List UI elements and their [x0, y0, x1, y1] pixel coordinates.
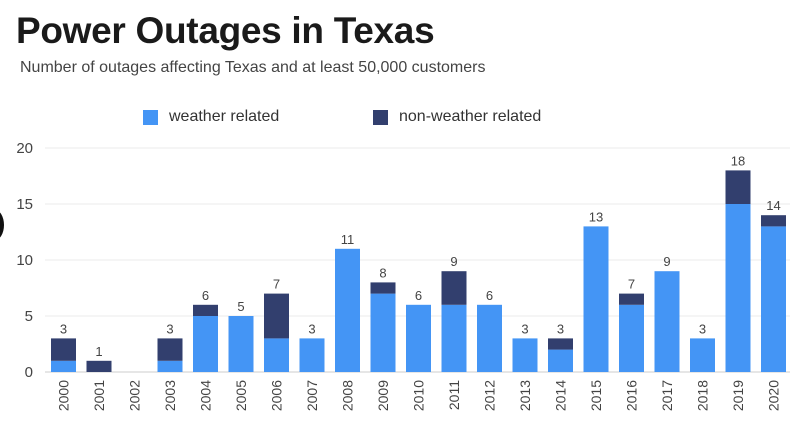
- legend-swatch-weather: [143, 109, 158, 125]
- x-tick-label: 2009: [375, 380, 391, 411]
- data-label: 3: [308, 321, 315, 336]
- x-tick-label: 2017: [659, 380, 675, 411]
- data-label: 8: [379, 265, 386, 280]
- bar-weather: [690, 338, 715, 372]
- data-label: 1: [95, 344, 102, 359]
- x-tick-label: 2008: [340, 380, 356, 411]
- bar-non-weather: [370, 282, 396, 294]
- bar-weather: [548, 349, 573, 372]
- bar-non-weather: [761, 215, 786, 227]
- data-label: 5: [237, 299, 244, 314]
- x-tick-label: 2005: [233, 380, 249, 411]
- y-tick-label: 10: [16, 252, 33, 269]
- data-label: 9: [663, 254, 670, 269]
- data-label: 7: [273, 277, 280, 292]
- bar-non-weather: [86, 360, 112, 372]
- data-label: 3: [60, 321, 67, 336]
- x-tick-label: 2015: [588, 380, 604, 411]
- x-tick-label: 2003: [162, 380, 178, 411]
- data-label: 13: [589, 209, 603, 224]
- bar-weather: [583, 226, 609, 372]
- x-tick-label: 2012: [482, 380, 498, 411]
- x-tick-label: 2002: [127, 380, 143, 411]
- data-label: 14: [766, 198, 780, 213]
- bar-non-weather: [548, 338, 573, 350]
- bar-weather: [157, 360, 183, 372]
- bar-non-weather: [441, 271, 467, 305]
- bar-weather: [512, 338, 538, 372]
- data-label: 6: [415, 288, 422, 303]
- legend-weather: weather related: [143, 108, 279, 126]
- x-tick-label: 2006: [269, 380, 285, 411]
- bar-non-weather: [51, 338, 76, 361]
- bar-weather: [477, 304, 502, 372]
- bar-weather: [228, 316, 254, 372]
- data-label: 6: [202, 288, 209, 303]
- x-tick-label: 2001: [91, 380, 107, 411]
- chart-title: Power Outages in Texas: [16, 10, 435, 51]
- x-tick-label: 2016: [624, 380, 640, 411]
- bar-weather: [441, 304, 467, 372]
- x-tick-label: 2013: [517, 380, 533, 411]
- data-label: 6: [486, 288, 493, 303]
- data-label: 3: [699, 321, 706, 336]
- x-tick-label: 2014: [553, 380, 569, 411]
- y-tick-label: 5: [25, 308, 33, 325]
- bar-weather: [761, 226, 786, 372]
- bar-weather: [725, 204, 751, 372]
- legend-label-weather: weather related: [169, 108, 280, 125]
- bar-non-weather: [157, 338, 183, 361]
- x-tick-label: 2004: [198, 380, 214, 411]
- x-tick-label: 2011: [446, 380, 462, 410]
- chart-subtitle: Number of outages affecting Texas and at…: [20, 59, 486, 76]
- x-tick-label: 2020: [766, 380, 782, 411]
- bar-weather: [193, 316, 218, 372]
- x-tick-label: 2007: [304, 380, 320, 411]
- bar-weather: [335, 248, 360, 372]
- bar-weather: [299, 338, 325, 372]
- bar-weather: [264, 338, 289, 372]
- bar-non-weather: [619, 293, 644, 305]
- data-label: 7: [628, 277, 635, 292]
- y-tick-label: 20: [16, 140, 33, 157]
- bar-weather: [654, 271, 680, 372]
- legend-label-non-weather: non-weather related: [399, 108, 542, 125]
- bar-non-weather: [725, 170, 751, 204]
- data-label: 3: [166, 321, 173, 336]
- bar-weather: [51, 360, 76, 372]
- legend-non-weather: non-weather related: [373, 108, 541, 126]
- bar-non-weather: [193, 304, 218, 316]
- x-tick-label: 2000: [56, 380, 72, 411]
- x-tick-label: 2018: [695, 380, 711, 411]
- y-tick-label: 15: [16, 196, 33, 213]
- data-label: 3: [521, 321, 528, 336]
- bar-weather: [406, 304, 431, 372]
- bar-non-weather: [264, 293, 289, 339]
- bar-weather: [370, 293, 396, 372]
- data-label: 9: [450, 254, 457, 269]
- legend-swatch-non-weather: [373, 109, 388, 125]
- data-label: 3: [557, 321, 564, 336]
- y-tick-label: 0: [25, 364, 33, 381]
- bar-weather: [619, 304, 644, 372]
- data-label: 18: [731, 153, 745, 168]
- x-tick-label: 2019: [730, 380, 746, 411]
- data-label: 11: [341, 232, 355, 247]
- x-tick-label: 2010: [411, 380, 427, 411]
